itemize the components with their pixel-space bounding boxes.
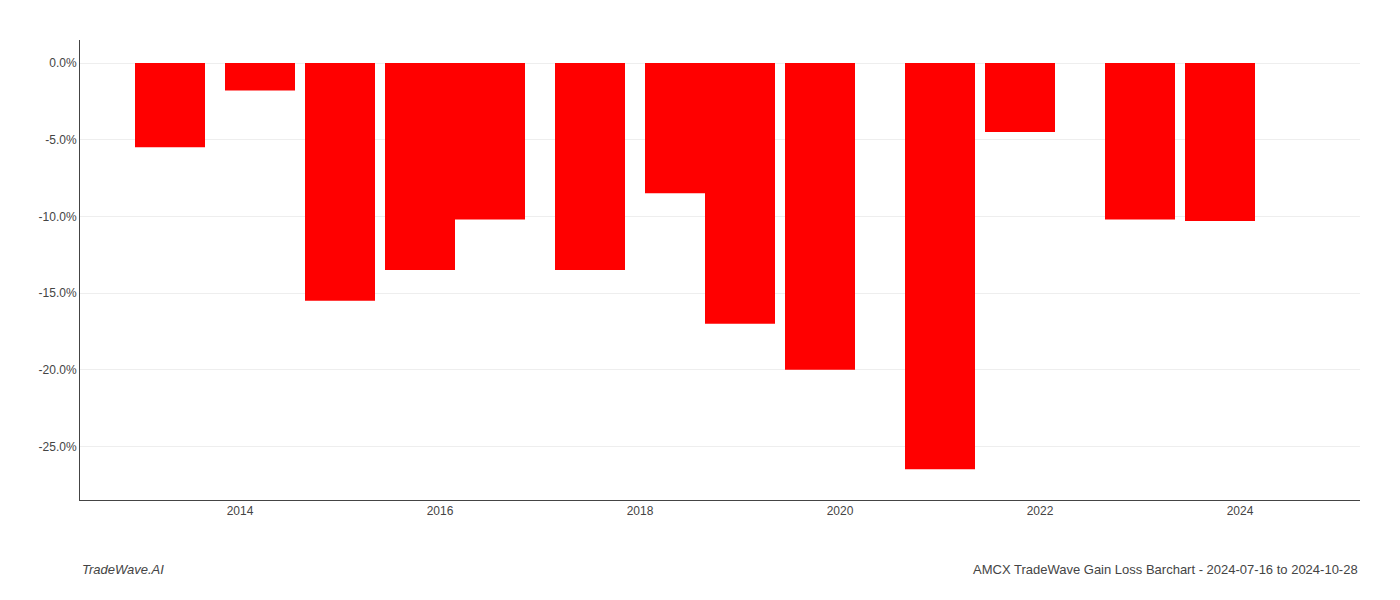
svg-text:-20.0%: -20.0% — [39, 363, 77, 377]
svg-text:2018: 2018 — [627, 504, 654, 518]
svg-text:2024: 2024 — [1227, 504, 1254, 518]
svg-text:-25.0%: -25.0% — [39, 440, 77, 454]
svg-text:2014: 2014 — [227, 504, 254, 518]
svg-text:2016: 2016 — [427, 504, 454, 518]
svg-text:-5.0%: -5.0% — [45, 133, 77, 147]
svg-text:-15.0%: -15.0% — [39, 286, 77, 300]
svg-text:-10.0%: -10.0% — [39, 210, 77, 224]
svg-text:2020: 2020 — [827, 504, 854, 518]
svg-text:2022: 2022 — [1027, 504, 1054, 518]
svg-text:0.0%: 0.0% — [49, 56, 77, 70]
svg-text:AMCX TradeWave Gain Loss Barch: AMCX TradeWave Gain Loss Barchart - 2024… — [973, 562, 1358, 577]
svg-text:TradeWave.AI: TradeWave.AI — [82, 562, 164, 577]
